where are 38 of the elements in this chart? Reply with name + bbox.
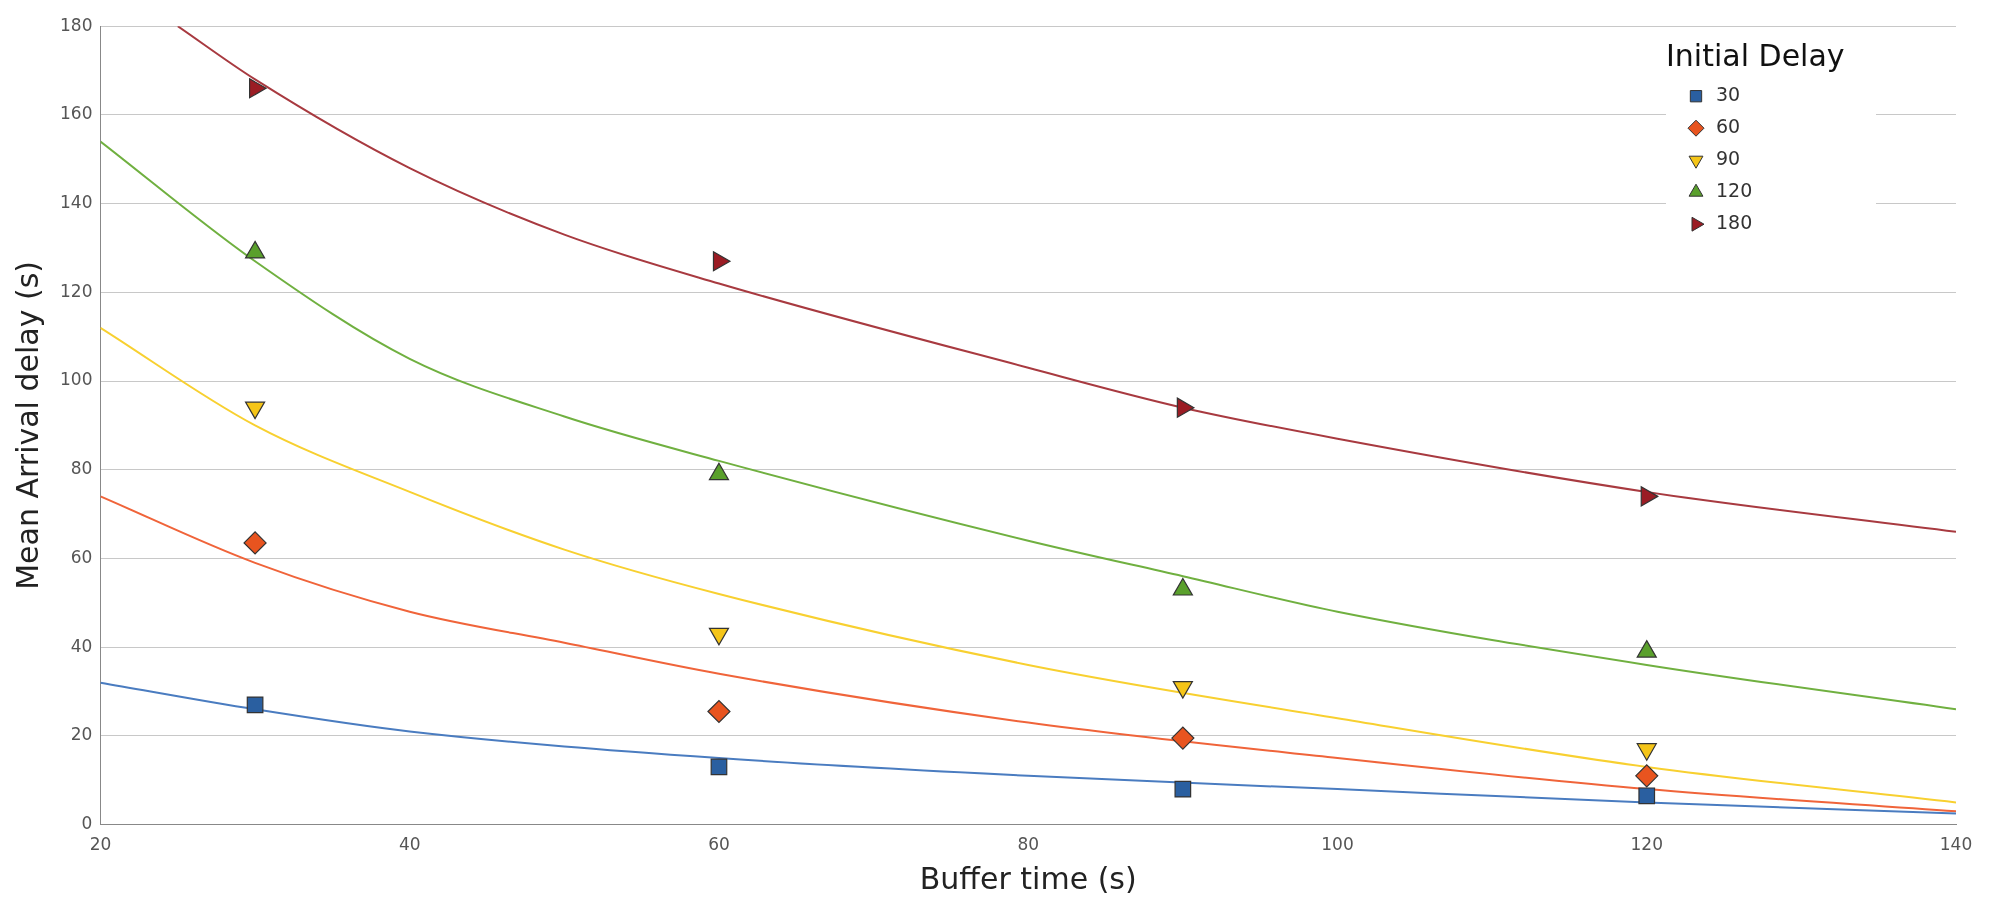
point: [1638, 787, 1656, 805]
y-tick-label: 120: [59, 280, 93, 301]
line-series: [100, 326, 1956, 804]
point: [1171, 726, 1195, 750]
y-tick-label: 40: [70, 635, 93, 656]
point: [246, 696, 264, 714]
y-tick-label: 100: [59, 369, 93, 390]
legend-label: 60: [1716, 115, 1741, 138]
legend-label: 90: [1716, 147, 1741, 170]
y-tick-label: 20: [70, 724, 93, 745]
y-tick-label: 80: [70, 458, 93, 479]
line-series: [100, 140, 1956, 711]
legend-title: Initial Delay: [1666, 38, 1845, 73]
y-axis-title: Mean Arrival delay (s): [9, 260, 45, 590]
x-axis-title: Buffer time (s): [919, 860, 1137, 896]
x-tick-label: 80: [1017, 834, 1040, 855]
point: [707, 699, 731, 724]
line-series: [176, 26, 1956, 533]
point: [1174, 780, 1192, 798]
y-tick-label: 60: [70, 546, 93, 567]
legend-label: 30: [1716, 83, 1741, 106]
line-series: [100, 681, 1956, 815]
x-tick-label: 20: [89, 834, 112, 855]
y-tick-label: 180: [59, 14, 93, 35]
legend-label: 180: [1716, 211, 1753, 234]
point: [1635, 764, 1659, 788]
x-tick-label: 120: [1630, 834, 1663, 855]
x-tick-label: 60: [708, 834, 730, 855]
x-tick-label: 140: [1939, 834, 1973, 855]
point: [710, 758, 728, 776]
legend-label: 120: [1716, 179, 1753, 202]
y-tick-label: 160: [59, 103, 93, 124]
x-tick-label: 40: [398, 834, 421, 855]
y-tick-label: 0: [81, 813, 93, 834]
point: [243, 531, 267, 555]
y-tick-label: 140: [59, 192, 93, 213]
x-tick-label: 100: [1321, 834, 1354, 855]
line-series: [100, 495, 1956, 813]
